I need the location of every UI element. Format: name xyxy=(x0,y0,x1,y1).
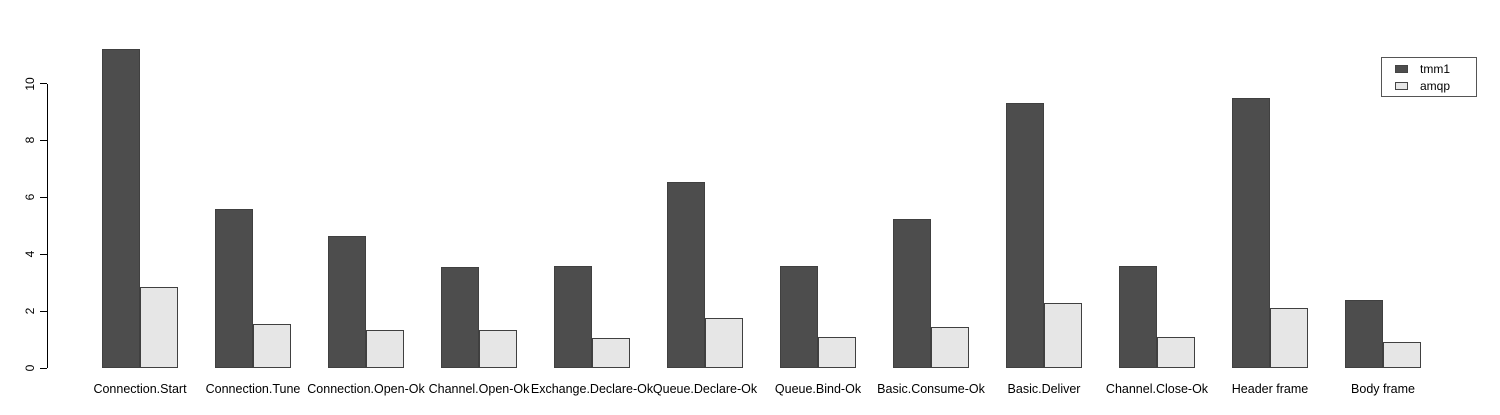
bar-tmm1-body-frame xyxy=(1345,299,1383,368)
y-tick-4 xyxy=(40,253,47,255)
x-label-header-frame: Header frame xyxy=(1231,382,1309,396)
bar-amqp-channel-close-ok xyxy=(1157,336,1195,368)
bar-tmm1-connection-tune xyxy=(215,208,253,368)
x-label-channel-open-ok: Channel.Open-Ok xyxy=(428,382,530,396)
bar-tmm1-exchange-declare-ok xyxy=(554,265,592,368)
legend-swatch-tmm1 xyxy=(1395,64,1408,73)
y-tick-8 xyxy=(40,139,47,141)
y-tick-10 xyxy=(40,83,47,84)
bar-amqp-basic-consume-ok xyxy=(931,326,969,368)
bar-tmm1-basic-consume-ok xyxy=(893,218,931,368)
legend-item-amqp: amqp xyxy=(1395,79,1476,93)
y-axis-line xyxy=(47,83,48,368)
bar-tmm1-header-frame xyxy=(1232,97,1270,368)
bar-amqp-exchange-declare-ok xyxy=(592,338,630,368)
x-label-basic-deliver: Basic.Deliver xyxy=(1007,382,1081,396)
bar-tmm1-queue-declare-ok xyxy=(667,181,705,368)
legend-item-tmm1: tmm1 xyxy=(1395,62,1476,76)
x-label-channel-close-ok: Channel.Close-Ok xyxy=(1105,382,1209,396)
bar-amqp-queue-bind-ok xyxy=(818,336,856,368)
bar-amqp-connection-start xyxy=(140,286,178,368)
y-tick-label-2: 2 xyxy=(23,307,37,315)
bar-amqp-connection-tune xyxy=(253,323,291,368)
y-tick-2 xyxy=(40,310,47,312)
bar-amqp-queue-declare-ok xyxy=(705,318,743,368)
y-tick-label-8: 8 xyxy=(23,137,37,144)
x-label-exchange-declare-ok: Exchange.Declare-Ok xyxy=(530,382,654,396)
legend-swatch-amqp xyxy=(1395,81,1408,90)
bar-tmm1-basic-deliver xyxy=(1006,103,1044,368)
x-label-body-frame: Body frame xyxy=(1351,382,1415,396)
x-label-queue-bind-ok: Queue.Bind-Ok xyxy=(774,382,862,396)
x-label-connection-tune: Connection.Tune xyxy=(205,382,301,396)
y-tick-label-6: 6 xyxy=(23,193,37,201)
x-label-basic-consume-ok: Basic.Consume-Ok xyxy=(877,382,985,396)
y-tick-6 xyxy=(40,196,47,198)
bar-tmm1-queue-bind-ok xyxy=(780,265,818,368)
x-label-connection-start: Connection.Start xyxy=(93,382,187,396)
bar-amqp-channel-open-ok xyxy=(479,329,517,368)
legend-label-tmm1: tmm1 xyxy=(1420,61,1450,76)
legend: tmm1 amqp xyxy=(1381,57,1477,97)
y-tick-0 xyxy=(40,367,47,369)
bar-amqp-body-frame xyxy=(1383,342,1421,368)
y-tick-label-4: 4 xyxy=(23,250,37,258)
bar-tmm1-connection-start xyxy=(102,49,140,368)
y-tick-label-0: 0 xyxy=(23,364,37,372)
bar-amqp-header-frame xyxy=(1270,308,1308,368)
bar-tmm1-connection-open-ok xyxy=(328,235,366,368)
bar-tmm1-channel-open-ok xyxy=(441,267,479,368)
bar-amqp-basic-deliver xyxy=(1044,302,1082,368)
bar-amqp-connection-open-ok xyxy=(366,329,404,368)
bar-tmm1-channel-close-ok xyxy=(1119,265,1157,368)
x-label-connection-open-ok: Connection.Open-Ok xyxy=(307,382,425,396)
legend-label-amqp: amqp xyxy=(1420,78,1451,93)
y-tick-label-10: 10 xyxy=(23,76,37,91)
x-label-queue-declare-ok: Queue.Declare-Ok xyxy=(652,382,758,396)
